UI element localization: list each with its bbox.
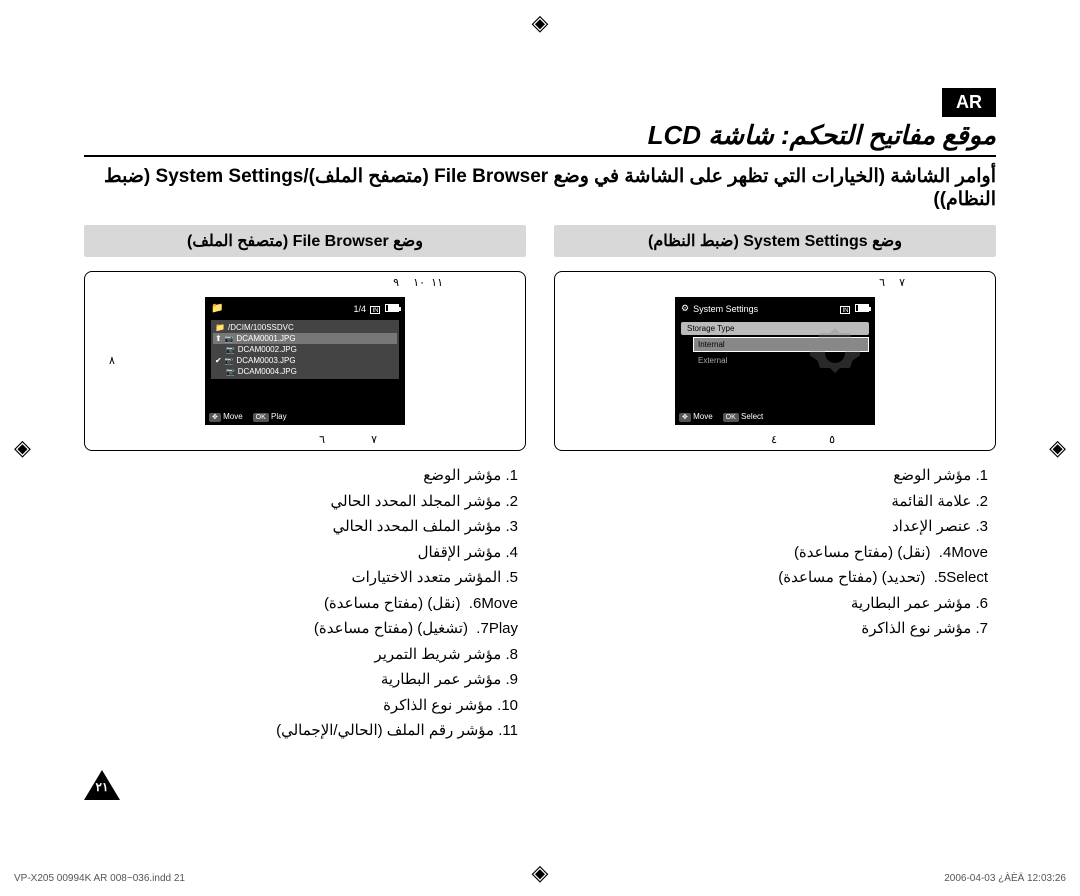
footer-right: 2006-04-03 ¿ÀÈÄ 12:03:26 bbox=[944, 873, 1066, 884]
camera-icon: 📷 bbox=[225, 335, 234, 343]
legend-item: مؤشر نوع الذاكرة bbox=[554, 616, 988, 642]
camera-icon: 📷 bbox=[225, 357, 234, 365]
file-row: 📷 DCAM0002.JPG bbox=[213, 344, 397, 355]
callout: ٦ bbox=[319, 433, 325, 446]
registration-mark-top: ◈ bbox=[532, 10, 549, 36]
legend-item: مؤشر الوضع bbox=[84, 463, 518, 489]
folder-icon: 📁 bbox=[211, 303, 223, 314]
ok-icon: OK bbox=[723, 413, 739, 422]
system-settings-lcd: ⚙ System Settings IN Storage Type Intern… bbox=[675, 297, 875, 425]
columns: وضع File Browser (متصفح الملف) ١١ ١٠ ٩ ١… bbox=[84, 225, 996, 744]
file-name: DCAM0001.JPG bbox=[236, 334, 295, 343]
up-icon: ⬆ bbox=[215, 334, 222, 343]
legend-item: مؤشر المجلد المحدد الحالي bbox=[84, 489, 518, 515]
legend-item: عنصر الإعداد bbox=[554, 514, 988, 540]
path-row: 📁 /DCIM/100SSDVC bbox=[213, 322, 397, 333]
legend-item: Play (تشغيل) (مفتاح مساعدة) bbox=[84, 616, 518, 642]
legend-item: مؤشر عمر البطارية bbox=[84, 667, 518, 693]
file-list: 📁 /DCIM/100SSDVC ⬆ 📷 DCAM0001.JPG 📷 DCAM… bbox=[211, 320, 399, 379]
camera-icon: 📷 bbox=[226, 368, 235, 376]
callout: ٥ bbox=[829, 433, 835, 446]
lcd-bottom: ✥ Move OK Play bbox=[209, 412, 401, 421]
legend-item: Select (تحديد) (مفتاح مساعدة) bbox=[554, 565, 988, 591]
move-label: Move bbox=[223, 412, 243, 421]
file-browser-column: وضع File Browser (متصفح الملف) ١١ ١٠ ٩ ١… bbox=[84, 225, 526, 744]
folder-icon: 📁 bbox=[215, 323, 225, 332]
check-icon: ✔ bbox=[215, 356, 222, 365]
legend-item: مؤشر شريط التمرير bbox=[84, 642, 518, 668]
legend-item: Move (نقل) (مفتاح مساعدة) bbox=[554, 540, 988, 566]
language-badge: AR bbox=[942, 88, 996, 117]
legend-item: مؤشر الوضع bbox=[554, 463, 988, 489]
legend-item: مؤشر عمر البطارية bbox=[554, 591, 988, 617]
memory-icon: IN bbox=[370, 306, 380, 314]
path: /DCIM/100SSDVC bbox=[228, 323, 294, 332]
registration-mark-right: ◈ bbox=[1049, 435, 1066, 461]
lcd-bottom: ✥ Move OK Select bbox=[679, 412, 871, 421]
gear-icon bbox=[805, 323, 865, 383]
memory-icon: IN bbox=[840, 306, 850, 314]
legend-item: علامة القائمة bbox=[554, 489, 988, 515]
battery-icon bbox=[385, 304, 399, 312]
legend-item: المؤشر متعدد الاختيارات bbox=[84, 565, 518, 591]
callout: ١٠ bbox=[413, 276, 425, 289]
callout: ٦ bbox=[879, 276, 885, 289]
legend-item: مؤشر الإقفال bbox=[84, 540, 518, 566]
file-name: DCAM0004.JPG bbox=[238, 367, 297, 376]
legend-item: مؤشر الملف المحدد الحالي bbox=[84, 514, 518, 540]
callout: ٤ bbox=[771, 433, 777, 446]
file-row: ⬆ 📷 DCAM0001.JPG bbox=[213, 333, 397, 344]
gear-small-icon: ⚙ bbox=[681, 303, 689, 314]
page-number-triangle: ٢١ bbox=[84, 770, 120, 800]
callout: ٨ bbox=[109, 354, 115, 367]
legend-item: Move (نقل) (مفتاح مساعدة) bbox=[84, 591, 518, 617]
page-title: موقع مفاتيح التحكم: شاشة LCD bbox=[84, 120, 996, 151]
title-bar: موقع مفاتيح التحكم: شاشة LCD bbox=[84, 120, 996, 157]
callout: ٧ bbox=[371, 433, 377, 446]
ok-icon: OK bbox=[253, 413, 269, 422]
file-name: DCAM0002.JPG bbox=[238, 345, 297, 354]
file-row: 📷 DCAM0004.JPG bbox=[213, 366, 397, 377]
legend-item: مؤشر نوع الذاكرة bbox=[84, 693, 518, 719]
file-name: DCAM0003.JPG bbox=[236, 356, 295, 365]
dpad-icon: ✥ bbox=[679, 413, 691, 422]
select-label: Select bbox=[741, 412, 763, 421]
file-browser-lcd-box: ١١ ١٠ ٩ ١ ٢ ٣ ٤ ٥ ٨ ٦ ٧ 📁 1/4 bbox=[84, 271, 526, 451]
system-settings-header: وضع System Settings (ضبط النظام) bbox=[554, 225, 996, 257]
registration-mark-left: ◈ bbox=[14, 435, 31, 461]
page-content: AR موقع مفاتيح التحكم: شاشة LCD أوامر ال… bbox=[84, 78, 996, 818]
callout: ١١ bbox=[431, 276, 443, 289]
file-browser-lcd: 📁 1/4 IN 📁 /DCIM/100SSDVC bbox=[205, 297, 405, 425]
callout: ٧ bbox=[899, 276, 905, 289]
lcd-title: System Settings bbox=[689, 304, 838, 314]
lcd-header: ⚙ System Settings IN bbox=[679, 301, 871, 316]
file-row: ✔ 📷 DCAM0003.JPG bbox=[213, 355, 397, 366]
lcd-header: 📁 1/4 IN bbox=[209, 301, 401, 316]
dpad-icon: ✥ bbox=[209, 413, 221, 422]
page-subtitle: أوامر الشاشة (الخيارات التي تظهر على الش… bbox=[84, 165, 996, 211]
footer-left: VP-X205 00994K AR 008~036.indd 21 bbox=[14, 873, 185, 884]
move-label: Move bbox=[693, 412, 713, 421]
callout: ٩ bbox=[393, 276, 399, 289]
battery-icon bbox=[855, 304, 869, 312]
system-settings-column: وضع System Settings (ضبط النظام) ٧ ٦ ١ ٢… bbox=[554, 225, 996, 744]
registration-mark-bottom: ◈ bbox=[532, 860, 549, 886]
play-label: Play bbox=[271, 412, 287, 421]
file-browser-legend: مؤشر الوضع مؤشر المجلد المحدد الحالي مؤش… bbox=[84, 463, 526, 744]
legend-item: مؤشر رقم الملف (الحالي/الإجمالي) bbox=[84, 718, 518, 744]
file-browser-header: وضع File Browser (متصفح الملف) bbox=[84, 225, 526, 257]
counter: 1/4 bbox=[353, 304, 366, 314]
page-number: ٢١ bbox=[92, 780, 112, 794]
camera-icon: 📷 bbox=[226, 346, 235, 354]
system-settings-lcd-box: ٧ ٦ ١ ٢ ٣ ٤ ٥ ⚙ System Settings IN bbox=[554, 271, 996, 451]
system-settings-legend: مؤشر الوضع علامة القائمة عنصر الإعداد Mo… bbox=[554, 463, 996, 642]
